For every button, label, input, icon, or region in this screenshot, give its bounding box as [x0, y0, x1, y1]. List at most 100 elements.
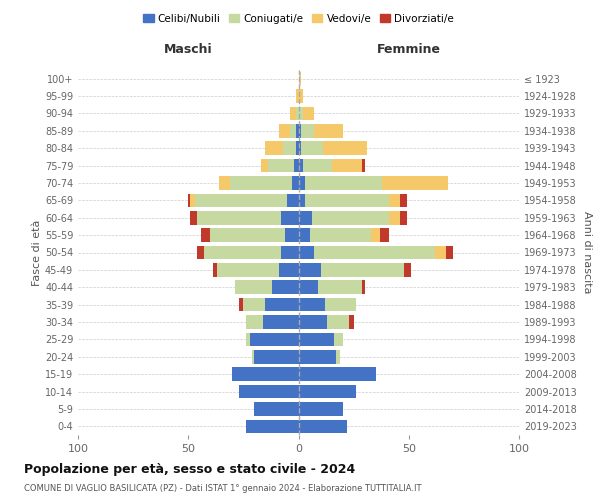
- Bar: [305, 176, 382, 190]
- Bar: [382, 176, 448, 190]
- Bar: [232, 368, 299, 381]
- Bar: [325, 298, 356, 312]
- Bar: [272, 280, 299, 294]
- Text: COMUNE DI VAGLIO BASILICATA (PZ) - Dati ISTAT 1° gennaio 2024 - Elaborazione TUT: COMUNE DI VAGLIO BASILICATA (PZ) - Dati …: [24, 484, 421, 493]
- Bar: [296, 142, 299, 155]
- Bar: [303, 106, 314, 120]
- Bar: [245, 315, 263, 329]
- Bar: [400, 211, 407, 224]
- Bar: [261, 159, 268, 172]
- Bar: [312, 211, 389, 224]
- Bar: [299, 420, 347, 433]
- Bar: [278, 263, 299, 276]
- Bar: [296, 124, 299, 138]
- Bar: [197, 211, 281, 224]
- Bar: [290, 124, 296, 138]
- Bar: [404, 263, 411, 276]
- Bar: [235, 280, 272, 294]
- Bar: [239, 385, 299, 398]
- Bar: [299, 315, 327, 329]
- Bar: [299, 228, 310, 242]
- Text: Maschi: Maschi: [164, 43, 212, 56]
- Bar: [210, 228, 285, 242]
- Bar: [362, 280, 365, 294]
- Bar: [299, 332, 334, 346]
- Bar: [283, 142, 296, 155]
- Bar: [446, 246, 453, 260]
- Bar: [299, 211, 312, 224]
- Bar: [299, 280, 319, 294]
- Bar: [299, 263, 320, 276]
- Bar: [254, 402, 299, 415]
- Bar: [278, 124, 290, 138]
- Bar: [299, 385, 356, 398]
- Bar: [380, 228, 389, 242]
- Bar: [292, 176, 299, 190]
- Bar: [319, 280, 362, 294]
- Bar: [323, 142, 367, 155]
- Bar: [290, 106, 296, 120]
- Bar: [197, 246, 203, 260]
- Bar: [296, 106, 299, 120]
- Bar: [250, 332, 299, 346]
- Text: Femmine: Femmine: [377, 43, 441, 56]
- Bar: [336, 350, 340, 364]
- Bar: [349, 315, 353, 329]
- Bar: [400, 194, 407, 207]
- Bar: [389, 211, 400, 224]
- Bar: [281, 211, 299, 224]
- Bar: [265, 142, 283, 155]
- Bar: [299, 159, 303, 172]
- Bar: [389, 194, 400, 207]
- Bar: [314, 124, 343, 138]
- Legend: Celibi/Nubili, Coniugati/e, Vedovi/e, Divorziati/e: Celibi/Nubili, Coniugati/e, Vedovi/e, Di…: [139, 10, 458, 28]
- Bar: [190, 211, 197, 224]
- Bar: [310, 228, 371, 242]
- Bar: [334, 332, 343, 346]
- Bar: [287, 194, 299, 207]
- Bar: [252, 350, 254, 364]
- Bar: [299, 350, 336, 364]
- Bar: [435, 246, 446, 260]
- Bar: [320, 263, 404, 276]
- Bar: [244, 298, 265, 312]
- Bar: [299, 72, 301, 86]
- Bar: [268, 159, 294, 172]
- Bar: [219, 176, 230, 190]
- Bar: [299, 368, 376, 381]
- Bar: [299, 106, 303, 120]
- Bar: [202, 228, 211, 242]
- Bar: [285, 228, 299, 242]
- Bar: [314, 246, 435, 260]
- Bar: [190, 194, 195, 207]
- Bar: [301, 142, 323, 155]
- Bar: [362, 159, 365, 172]
- Bar: [299, 402, 343, 415]
- Bar: [327, 315, 349, 329]
- Bar: [239, 298, 244, 312]
- Bar: [188, 194, 190, 207]
- Bar: [203, 246, 281, 260]
- Bar: [281, 246, 299, 260]
- Bar: [301, 124, 314, 138]
- Bar: [230, 176, 292, 190]
- Bar: [245, 332, 250, 346]
- Bar: [299, 176, 305, 190]
- Bar: [299, 194, 305, 207]
- Bar: [371, 228, 380, 242]
- Bar: [299, 246, 314, 260]
- Bar: [265, 298, 299, 312]
- Text: Popolazione per età, sesso e stato civile - 2024: Popolazione per età, sesso e stato civil…: [24, 462, 355, 475]
- Bar: [217, 263, 278, 276]
- Bar: [195, 194, 287, 207]
- Bar: [299, 298, 325, 312]
- Bar: [296, 90, 299, 103]
- Y-axis label: Fasce di età: Fasce di età: [32, 220, 42, 286]
- Bar: [305, 194, 389, 207]
- Bar: [294, 159, 299, 172]
- Y-axis label: Anni di nascita: Anni di nascita: [582, 211, 592, 294]
- Bar: [254, 350, 299, 364]
- Bar: [299, 90, 303, 103]
- Bar: [303, 159, 332, 172]
- Bar: [263, 315, 299, 329]
